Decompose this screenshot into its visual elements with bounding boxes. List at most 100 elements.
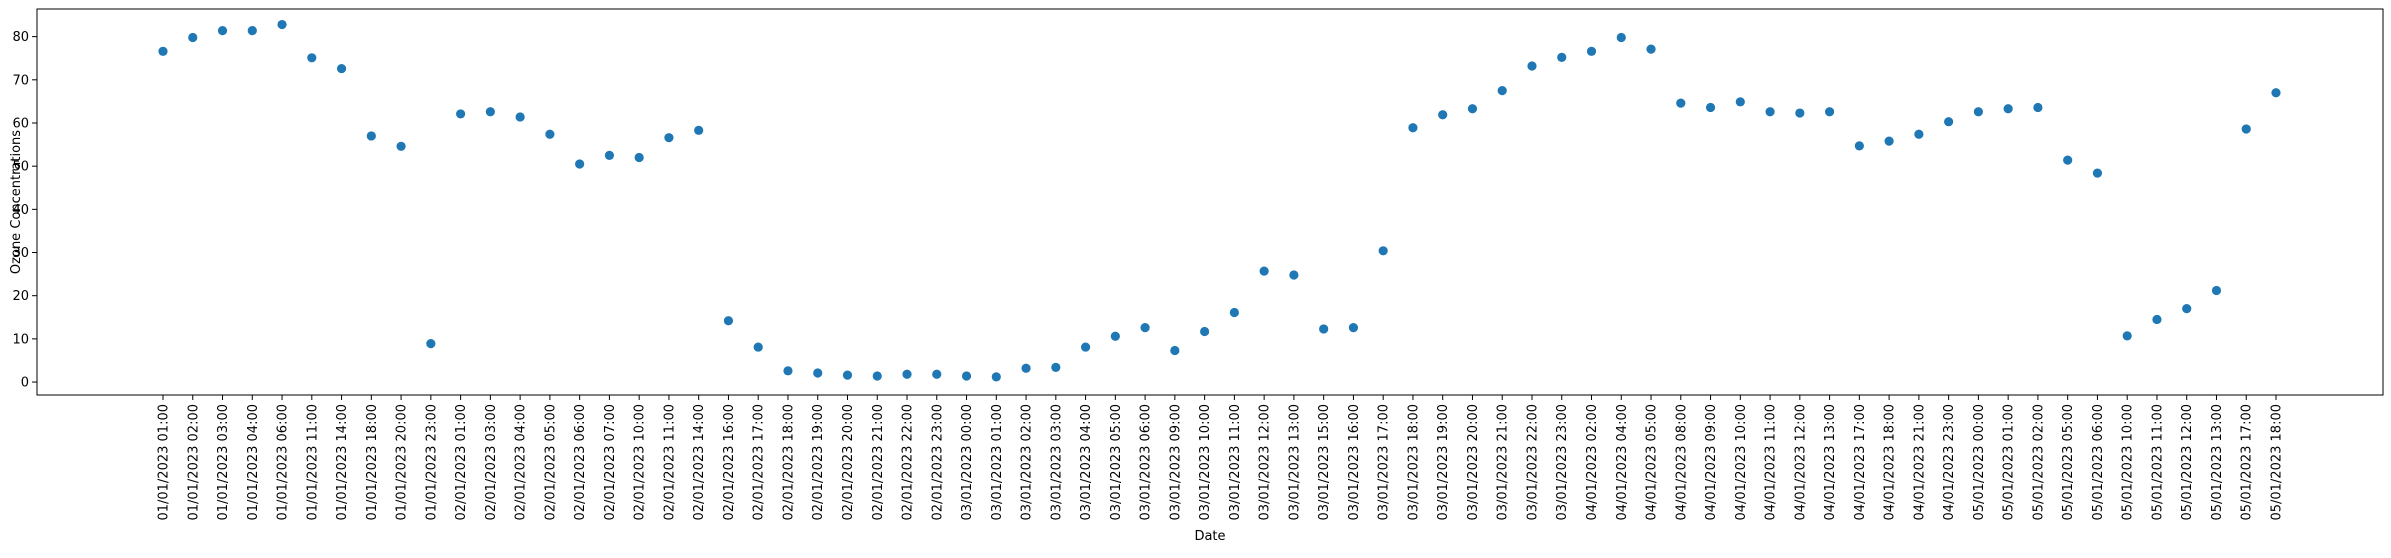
x-tick-label: 02/01/2023 01:00: [454, 404, 469, 521]
data-point: [1438, 110, 1448, 120]
y-tick-label: 30: [12, 246, 29, 261]
y-tick-label: 40: [12, 203, 29, 218]
y-tick-label: 70: [12, 73, 29, 88]
data-point: [694, 125, 704, 135]
x-tick-label: 04/01/2023 17:00: [1853, 404, 1868, 521]
data-point: [1110, 331, 1120, 341]
data-point: [2033, 102, 2043, 113]
x-tick-label: 03/01/2023 19:00: [1436, 404, 1451, 521]
x-tick-label: 03/01/2023 17:00: [1377, 404, 1392, 521]
x-tick-label: 02/01/2023 07:00: [603, 404, 618, 521]
data-point: [902, 369, 912, 379]
x-tick-label: 01/01/2023 01:00: [157, 404, 172, 521]
x-tick-label: 04/01/2023 08:00: [1674, 404, 1689, 521]
x-tick-label: 02/01/2023 10:00: [633, 404, 648, 521]
x-tick-label: 01/01/2023 11:00: [305, 404, 320, 521]
data-point: [1557, 52, 1567, 62]
y-axis: 0 10 20 30 40 50 60 70 80: [12, 30, 37, 391]
x-tick-label: 03/01/2023 23:00: [1555, 404, 1570, 521]
x-tick-label: 03/01/2023 03:00: [1049, 404, 1064, 521]
data-point: [1884, 136, 1894, 146]
data-point: [1646, 44, 1656, 54]
data-point: [2241, 124, 2251, 134]
x-tick-label: 01/01/2023 06:00: [276, 404, 291, 521]
data-point: [2063, 155, 2073, 165]
x-tick-label: 02/01/2023 18:00: [781, 404, 796, 521]
data-point: [158, 46, 168, 56]
x-tick-label: 03/01/2023 21:00: [1496, 404, 1511, 521]
data-point: [1348, 323, 1359, 333]
x-tick-label: 03/01/2023 04:00: [1079, 404, 1094, 521]
x-tick-label: 02/01/2023 19:00: [811, 404, 826, 521]
y-tick-label: 50: [12, 160, 29, 175]
data-point: [1944, 117, 1954, 127]
data-point: [1854, 141, 1864, 151]
x-tick-label: 02/01/2023 22:00: [901, 404, 916, 521]
x-tick-label: 03/01/2023 13:00: [1287, 404, 1302, 521]
x-tick-label: 01/01/2023 20:00: [395, 404, 410, 521]
data-point: [1378, 246, 1388, 256]
x-tick-label: 04/01/2023 18:00: [1883, 404, 1898, 521]
x-tick-label: 04/01/2023 09:00: [1704, 404, 1719, 521]
data-point: [426, 339, 436, 349]
data-point: [1021, 363, 1031, 373]
x-tick-label: 03/01/2023 11:00: [1228, 404, 1243, 521]
x-tick-label: 03/01/2023 22:00: [1525, 404, 1540, 521]
data-point: [991, 372, 1001, 382]
x-tick-label: 05/01/2023 00:00: [1972, 404, 1987, 521]
data-point: [2182, 304, 2192, 314]
data-point: [2152, 314, 2162, 325]
x-tick-label: 01/01/2023 14:00: [335, 404, 350, 521]
data-point: [396, 141, 406, 151]
data-point: [1973, 107, 1983, 117]
x-tick-label: 02/01/2023 16:00: [722, 404, 737, 521]
data-point: [1140, 323, 1150, 333]
plot-frame: [36, 8, 2384, 396]
data-point: [1795, 108, 1805, 118]
data-point: [1616, 32, 1626, 43]
x-tick-label: 01/01/2023 18:00: [365, 404, 380, 521]
data-point: [545, 129, 555, 139]
data-point: [664, 133, 674, 143]
x-tick-label: 01/01/2023 04:00: [246, 404, 261, 521]
data-point: [1527, 61, 1537, 71]
x-tick-label: 03/01/2023 01:00: [990, 404, 1005, 521]
data-point: [366, 131, 376, 141]
x-tick-label: 02/01/2023 21:00: [871, 404, 886, 521]
data-point: [277, 19, 287, 30]
data-point: [1765, 107, 1775, 117]
x-tick-label: 02/01/2023 03:00: [484, 404, 499, 521]
x-tick-label: 03/01/2023 02:00: [1020, 404, 1035, 521]
x-tick-label: 05/01/2023 06:00: [2091, 404, 2106, 521]
data-point: [1497, 86, 1507, 96]
data-points: [158, 19, 2281, 382]
x-tick-label: 03/01/2023 09:00: [1168, 404, 1183, 521]
x-tick-label: 04/01/2023 21:00: [1912, 404, 1927, 521]
data-point: [217, 25, 228, 36]
y-tick-label: 20: [12, 289, 29, 304]
x-tick-label: 02/01/2023 04:00: [514, 404, 529, 521]
x-tick-label: 02/01/2023 17:00: [752, 404, 767, 521]
data-point: [2271, 88, 2281, 98]
x-tick-label: 03/01/2023 10:00: [1198, 404, 1213, 521]
data-point: [1289, 270, 1299, 280]
data-point: [575, 159, 585, 169]
x-tick-label: 02/01/2023 05:00: [543, 404, 558, 521]
data-point: [2092, 168, 2103, 178]
x-tick-label: 03/01/2023 15:00: [1317, 404, 1332, 521]
x-tick-label: 04/01/2023 11:00: [1764, 404, 1779, 521]
x-tick-label: 02/01/2023 14:00: [692, 404, 707, 521]
x-tick-label: 02/01/2023 23:00: [930, 404, 945, 521]
x-tick-label: 01/01/2023 02:00: [186, 404, 201, 521]
data-point: [1259, 266, 1269, 276]
data-point: [336, 63, 347, 74]
x-tick-label: 05/01/2023 17:00: [2240, 404, 2255, 521]
x-tick-label: 05/01/2023 02:00: [2031, 404, 2046, 521]
x-tick-label: 04/01/2023 23:00: [1942, 404, 1957, 521]
data-point: [813, 368, 823, 378]
y-tick-label: 10: [12, 332, 29, 347]
data-point: [1080, 342, 1091, 352]
data-point: [604, 150, 615, 160]
data-point: [1705, 102, 1716, 113]
